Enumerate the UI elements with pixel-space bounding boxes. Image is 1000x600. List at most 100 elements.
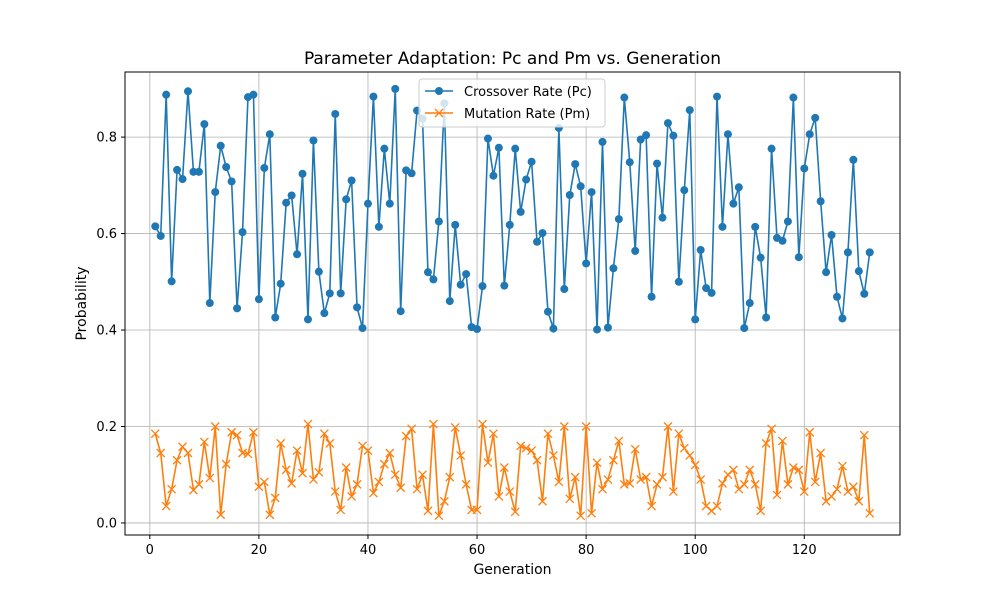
- data-point-pm: [499, 463, 509, 472]
- data-point-pc: [702, 284, 711, 293]
- data-point-pm: [647, 501, 657, 511]
- data-point-pm: [827, 491, 837, 501]
- data-point-pm: [783, 479, 793, 489]
- data-point-pc: [478, 282, 487, 291]
- legend: Crossover Rate (Pc) Mutation Rate (Pm): [418, 78, 606, 128]
- data-point-pc: [347, 176, 356, 185]
- data-point-pm: [150, 429, 160, 439]
- data-point-pc: [740, 324, 749, 333]
- data-point-pm: [428, 419, 438, 429]
- data-point-pm: [608, 455, 618, 465]
- data-point-pc: [516, 207, 525, 216]
- data-point-pm: [690, 460, 700, 470]
- data-point-pm: [641, 472, 651, 482]
- data-point-pm: [374, 477, 384, 487]
- data-point-pm: [199, 437, 209, 447]
- data-point-pc: [434, 217, 443, 226]
- data-point-pc: [238, 228, 247, 237]
- data-point-pm: [516, 441, 526, 451]
- data-point-pc: [194, 167, 203, 176]
- data-point-pc: [511, 144, 520, 153]
- data-point-pc: [816, 197, 825, 206]
- data-point-pm: [319, 429, 329, 439]
- data-point-pc: [707, 288, 716, 297]
- data-point-pm: [390, 470, 400, 480]
- data-point-pm: [554, 477, 564, 487]
- x-tick-label: 40: [360, 543, 377, 558]
- chart-title: Parameter Adaptation: Pc and Pm vs. Gene…: [304, 49, 721, 69]
- data-point-pm: [488, 429, 498, 439]
- data-point-pm: [668, 487, 678, 497]
- data-point-pm: [728, 465, 738, 475]
- data-point-pm: [794, 465, 804, 475]
- data-point-pm: [243, 449, 253, 459]
- data-point-pm: [445, 472, 455, 482]
- data-point-pc: [211, 188, 220, 197]
- data-point-pm: [581, 422, 591, 431]
- data-point-pc: [587, 188, 596, 197]
- data-point-pc: [303, 315, 312, 324]
- data-point-pc: [462, 270, 471, 279]
- series-line-pc: [154, 88, 871, 331]
- data-point-pc: [647, 292, 656, 301]
- data-point-pm: [570, 472, 580, 482]
- data-point-pm: [636, 475, 646, 484]
- data-point-pc: [320, 309, 329, 318]
- data-point-pm: [167, 484, 177, 494]
- data-point-pm: [298, 468, 307, 478]
- x-tick-label: 0: [146, 543, 154, 558]
- data-point-pc: [314, 267, 323, 276]
- data-point-pc: [162, 90, 171, 99]
- data-point-pc: [723, 130, 732, 139]
- data-point-pm: [778, 436, 787, 446]
- legend-box: [418, 78, 606, 128]
- data-point-pm: [718, 478, 727, 488]
- data-point-pm: [854, 496, 864, 506]
- data-point-pm: [450, 422, 460, 432]
- data-point-pc: [674, 277, 683, 286]
- data-point-pm: [559, 422, 569, 431]
- data-point-pm: [281, 465, 291, 475]
- data-point-pc: [669, 131, 678, 140]
- data-point-pm: [385, 448, 395, 458]
- data-point-pm: [216, 510, 226, 520]
- data-point-pc: [483, 134, 492, 143]
- data-point-pm: [538, 496, 547, 506]
- data-point-pm: [810, 477, 820, 487]
- data-point-pm: [510, 507, 520, 517]
- data-point-pc: [789, 93, 798, 102]
- data-point-pc: [565, 190, 574, 199]
- data-point-pm: [630, 444, 640, 454]
- data-point-pm: [712, 501, 722, 511]
- data-point-pc: [598, 137, 607, 146]
- data-point-pm: [172, 455, 182, 465]
- data-point-pc: [287, 191, 296, 200]
- x-tick-label: 80: [578, 543, 595, 558]
- data-point-pc: [342, 195, 351, 204]
- data-point-pc: [593, 325, 602, 334]
- data-point-pm: [401, 431, 411, 441]
- data-point-pc: [811, 113, 820, 122]
- data-point-pm: [461, 479, 471, 489]
- data-point-pm: [194, 479, 204, 489]
- plot-series: [150, 84, 875, 521]
- data-point-pc: [571, 160, 580, 169]
- data-point-pc: [582, 259, 591, 268]
- data-point-pc: [751, 222, 760, 231]
- data-point-pc: [778, 236, 787, 245]
- data-point-pm: [548, 450, 558, 460]
- data-point-pc: [718, 222, 727, 231]
- data-point-pm: [745, 465, 755, 475]
- data-point-pc: [527, 157, 536, 166]
- x-tick-label: 120: [792, 543, 817, 558]
- data-point-pc: [265, 130, 274, 139]
- data-point-pm: [527, 446, 537, 456]
- legend-label-pc: Crossover Rate (Pc): [464, 85, 592, 100]
- data-point-pm: [532, 455, 542, 465]
- data-point-pm: [259, 477, 269, 487]
- data-point-pm: [750, 479, 760, 489]
- data-point-pc: [822, 268, 831, 277]
- data-point-pc: [500, 281, 509, 290]
- data-point-pm: [379, 459, 389, 469]
